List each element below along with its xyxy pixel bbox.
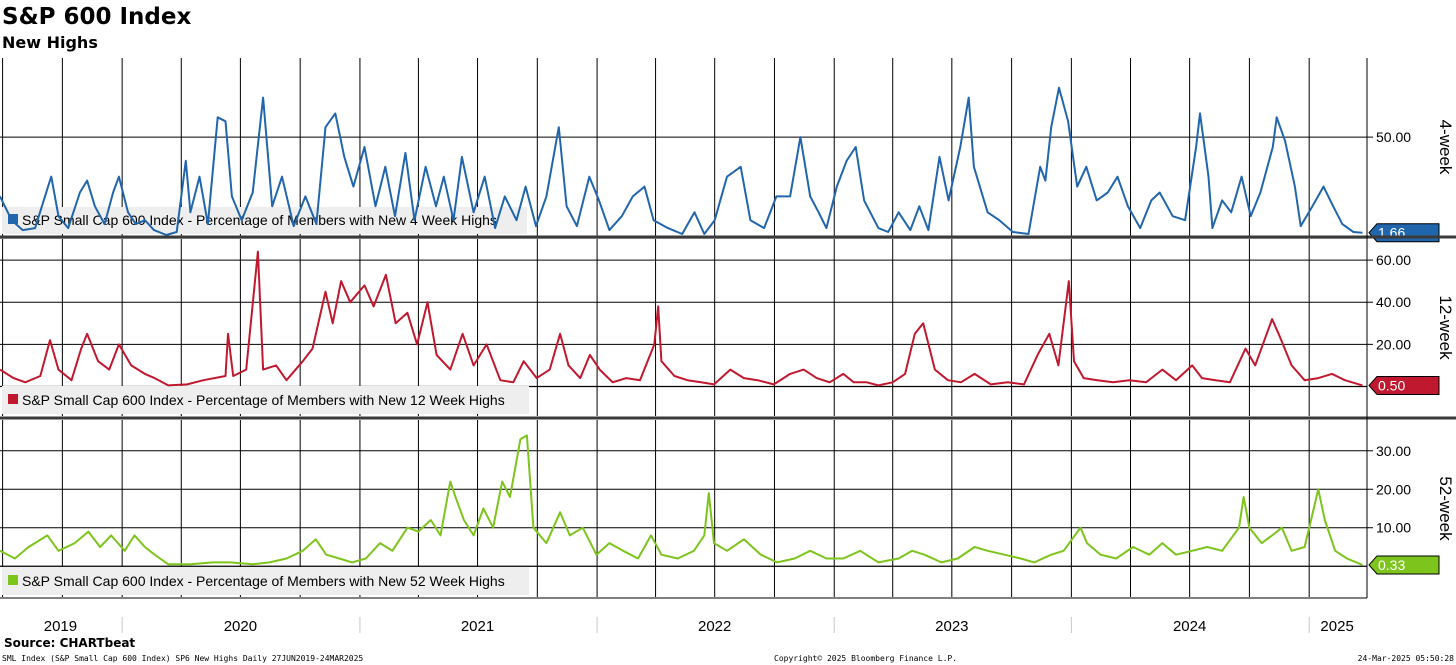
x-tick-label: 2022 <box>698 618 731 635</box>
x-tick-label: 2021 <box>461 618 494 635</box>
legend-swatch-12-week <box>8 394 18 404</box>
legend-label-52-week: S&P Small Cap 600 Index - Percentage of … <box>22 573 505 589</box>
panel-4-week: S&P Small Cap 600 Index - Percentage of … <box>2 207 527 234</box>
series-line-52-week <box>0 434 1363 566</box>
legend-swatch-4-week <box>8 214 18 224</box>
chart-title: S&P 600 Index <box>2 4 192 30</box>
legend-label-4-week: S&P Small Cap 600 Index - Percentage of … <box>22 212 497 228</box>
source-note: Source: CHARTbeat <box>4 636 136 650</box>
legend-box-4-week <box>2 207 527 234</box>
last-value-label: 0.50 <box>1378 377 1405 393</box>
x-tick-label: 2020 <box>224 618 257 635</box>
legend-box-12-week <box>2 386 529 414</box>
y-tick-label: 50.00 <box>1376 129 1411 145</box>
x-tick-label: 2024 <box>1173 618 1206 635</box>
y-tick-label: 40.00 <box>1376 294 1411 310</box>
panel-label-4-week: 4-week <box>1436 120 1455 175</box>
legend-swatch-52-week <box>8 575 18 585</box>
y-tick-label: 10.00 <box>1376 520 1411 536</box>
footer-center: Copyright© 2025 Bloomberg Finance L.P. <box>774 654 958 663</box>
panel-label-12-week: 12-week <box>1436 295 1455 360</box>
grid-layer <box>0 58 1367 597</box>
series-line-4-week <box>0 86 1363 236</box>
x-tick-label: 2019 <box>44 618 77 635</box>
y-tick-label: 20.00 <box>1376 336 1411 352</box>
series-layer <box>0 86 1363 566</box>
x-tick-label: 2023 <box>935 618 968 635</box>
series-line-12-week <box>0 250 1363 387</box>
legend-box-52-week <box>2 567 529 595</box>
panel-52-week: S&P Small Cap 600 Index - Percentage of … <box>2 567 529 595</box>
panel-label-52-week: 52-week <box>1436 476 1455 541</box>
y-tick-label: 60.00 <box>1376 252 1411 268</box>
chart-subtitle: New Highs <box>2 33 98 52</box>
last-value-badge <box>1368 375 1440 395</box>
footer-left: SML Index (S&P Small Cap 600 Index) SP6 … <box>2 654 364 663</box>
last-value-badge <box>1368 555 1440 575</box>
axis-layer: 50.001.664-week60.0040.0020.000.5012-wee… <box>0 58 1456 635</box>
footer-right: 24-Mar-2025 05:50:28 <box>1357 654 1454 663</box>
x-tick-label: 2025 <box>1320 618 1353 635</box>
y-tick-label: 20.00 <box>1376 481 1411 497</box>
panel-12-week: S&P Small Cap 600 Index - Percentage of … <box>2 386 529 414</box>
last-value-label: 0.33 <box>1378 557 1405 573</box>
legend-label-12-week: S&P Small Cap 600 Index - Percentage of … <box>22 392 505 408</box>
y-tick-label: 30.00 <box>1376 443 1411 459</box>
